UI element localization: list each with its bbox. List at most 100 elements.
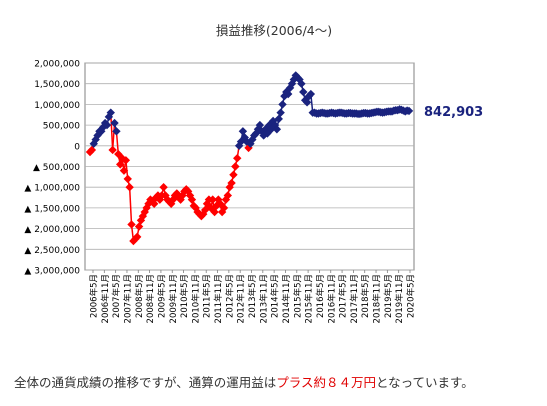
y-axis: 2,000,000 1,500,000 1,000,000 500,000 0 ▲ 500… xyxy=(24,60,80,277)
data-point xyxy=(272,125,282,134)
data-point xyxy=(238,127,248,136)
y-tick-label: ▲ 1,500,000 xyxy=(24,204,80,214)
data-point xyxy=(149,199,159,208)
y-tick-label: ▲ 2,000,000 xyxy=(24,225,80,235)
x-axis: 2006年5月 2006年11月 2007年5月 2007年11月 2008年5月 200… xyxy=(89,270,417,323)
chart-caption: 全体の通貨成績の推移ですが、通算の運用益はプラス約８４万円となっています。 xyxy=(14,372,544,391)
x-tick-label: 2017年5月 xyxy=(338,274,349,318)
x-tick-label: 2020年5月 xyxy=(406,274,417,318)
y-tick-label: ▲ 1,000,000 xyxy=(24,184,80,194)
data-point xyxy=(280,91,289,101)
data-point xyxy=(302,98,312,107)
x-tick-label: 2007年5月 xyxy=(111,274,122,318)
x-tick-label: 2014年5月 xyxy=(270,274,281,318)
x-tick-label: 2007年11月 xyxy=(122,274,133,323)
x-tick-label: 2015年5月 xyxy=(292,274,303,318)
data-point xyxy=(278,100,287,109)
data-point xyxy=(121,156,131,165)
data-point xyxy=(134,222,144,231)
data-point xyxy=(233,154,242,163)
profit-loss-chart: 損益推移(2006/4～) 2,000,000 1,500,000 1,000,00… xyxy=(24,23,483,323)
x-tick-label: 2008年11月 xyxy=(145,274,156,323)
x-tick-label: 2009年11月 xyxy=(168,274,179,323)
data-point xyxy=(102,120,112,130)
data-point xyxy=(229,170,238,179)
x-tick-label: 2016年11月 xyxy=(326,274,337,323)
data-point xyxy=(97,127,106,136)
caption-text: 全体の通貨成績の推移ですが、通算の運用益は xyxy=(14,375,277,390)
data-point xyxy=(187,195,197,204)
x-tick-label: 2010年11月 xyxy=(190,274,201,323)
y-tick-label: 2,000,000 xyxy=(34,60,80,70)
data-point xyxy=(274,114,283,124)
data-point xyxy=(306,89,316,99)
data-point xyxy=(283,89,293,99)
data-point xyxy=(210,207,219,217)
data-point xyxy=(117,154,127,163)
data-point xyxy=(91,135,100,144)
data-point xyxy=(106,108,115,117)
data-point xyxy=(231,162,240,171)
data-point xyxy=(248,135,257,144)
caption-text-end: となっています。 xyxy=(376,375,474,390)
data-point xyxy=(108,145,117,155)
x-tick-label: 2011年11月 xyxy=(213,274,224,323)
y-tick-label: 1,000,000 xyxy=(34,101,80,111)
data-point xyxy=(110,118,119,128)
x-tick-label: 2006年5月 xyxy=(89,274,100,318)
final-value-label: 842,903 xyxy=(424,105,483,120)
data-point xyxy=(125,183,134,192)
data-point xyxy=(297,79,306,88)
x-tick-label: 2011年5月 xyxy=(202,274,213,318)
caption-highlight: プラス約８４万円 xyxy=(276,375,377,390)
x-tick-label: 2012年5月 xyxy=(224,274,235,318)
data-point xyxy=(219,203,229,213)
x-tick-label: 2010年5月 xyxy=(179,274,190,318)
x-tick-label: 2012年11月 xyxy=(236,274,247,323)
y-tick-label: 500,000 xyxy=(43,122,80,132)
data-point xyxy=(299,87,308,97)
x-tick-label: 2014年11月 xyxy=(281,274,292,323)
x-tick-label: 2017年11月 xyxy=(349,274,360,323)
chart-title: 損益推移(2006/4～) xyxy=(216,23,332,38)
data-point xyxy=(183,187,193,196)
data-point xyxy=(223,191,232,200)
data-point xyxy=(127,220,136,229)
y-tick-label: ▲ 2,500,000 xyxy=(24,246,80,256)
data-point xyxy=(172,189,182,198)
x-tick-label: 2019年11月 xyxy=(394,274,405,323)
data-point xyxy=(242,137,251,146)
series-segment xyxy=(111,122,116,150)
x-tick-label: 2016年5月 xyxy=(315,274,326,318)
x-tick-label: 2009年5月 xyxy=(156,274,167,318)
x-tick-label: 2019年5月 xyxy=(383,274,394,318)
data-point xyxy=(227,178,236,188)
y-tick-label: 0 xyxy=(74,142,80,152)
data-point xyxy=(208,195,217,204)
series-segment xyxy=(128,187,133,225)
data-point xyxy=(257,127,266,136)
y-tick-label: 1,500,000 xyxy=(34,80,80,90)
data-point xyxy=(255,120,265,130)
series-layer xyxy=(85,71,414,246)
x-tick-label: 2013年5月 xyxy=(247,274,258,318)
data-point xyxy=(116,160,125,169)
x-tick-label: 2018年5月 xyxy=(360,274,371,318)
data-point xyxy=(123,174,132,184)
data-point xyxy=(270,120,280,130)
data-point xyxy=(236,137,246,146)
data-point xyxy=(132,232,142,242)
x-tick-label: 2018年11月 xyxy=(372,274,383,323)
x-tick-label: 2008年5月 xyxy=(134,274,145,318)
x-tick-label: 2006年11月 xyxy=(100,274,111,323)
data-point xyxy=(119,166,129,175)
y-tick-label: ▲ 500,000 xyxy=(33,163,80,173)
data-point xyxy=(267,125,276,134)
y-tick-label: ▲ 3,000,000 xyxy=(24,267,80,277)
data-point xyxy=(276,108,285,117)
x-tick-label: 2013年11月 xyxy=(258,274,269,323)
data-point xyxy=(87,145,97,155)
x-tick-label: 2015年11月 xyxy=(304,274,315,323)
data-point xyxy=(112,127,121,136)
data-point xyxy=(159,183,168,192)
